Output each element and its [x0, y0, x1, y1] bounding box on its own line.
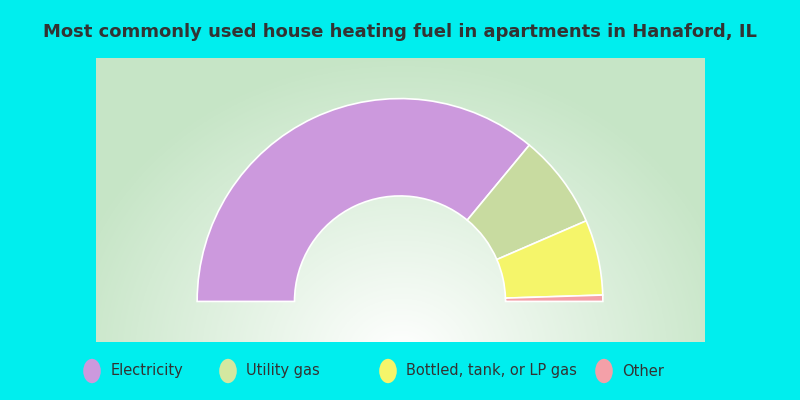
Ellipse shape	[595, 359, 613, 383]
Text: Most commonly used house heating fuel in apartments in Hanaford, IL: Most commonly used house heating fuel in…	[43, 23, 757, 41]
Ellipse shape	[219, 359, 237, 383]
Wedge shape	[197, 98, 530, 302]
Text: Utility gas: Utility gas	[246, 364, 320, 378]
Text: Bottled, tank, or LP gas: Bottled, tank, or LP gas	[406, 364, 578, 378]
Text: Other: Other	[622, 364, 664, 378]
Ellipse shape	[83, 359, 101, 383]
Wedge shape	[467, 145, 586, 260]
Text: Electricity: Electricity	[110, 364, 183, 378]
Wedge shape	[497, 221, 602, 298]
Ellipse shape	[379, 359, 397, 383]
Wedge shape	[506, 295, 603, 302]
